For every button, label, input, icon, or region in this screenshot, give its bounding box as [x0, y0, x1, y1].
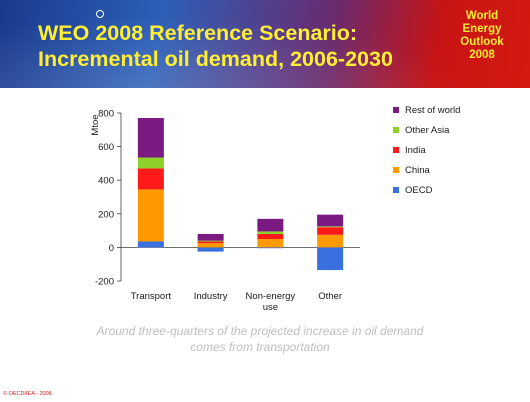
x-category-label: Transport [131, 291, 172, 302]
title-banner [0, 0, 530, 88]
iea-logo-icon [96, 10, 104, 18]
caption-line-2: comes from transportation [190, 340, 330, 354]
x-category-label: Non-energy [246, 291, 296, 302]
bar-segment [317, 227, 344, 235]
weo-logo-line-outlook: Outlook [460, 36, 504, 48]
bar-segment [197, 243, 224, 248]
bar-segment [197, 240, 224, 242]
slide-title: WEO 2008 Reference Scenario: Incremental… [38, 20, 393, 72]
y-tick-label: 400 [98, 176, 114, 187]
legend-label: Other Asia [405, 125, 450, 136]
x-category-label: Industry [194, 291, 228, 302]
y-axis-title: Mtoe [90, 114, 101, 135]
legend-swatch [393, 107, 399, 113]
title-line-2: Incremental oil demand, 2006-2030 [38, 47, 393, 71]
bar-segment [257, 231, 284, 234]
legend-label: India [405, 145, 426, 156]
bar-segment [317, 247, 344, 271]
legend-label: OECD [405, 185, 433, 196]
weo-logo-line-energy: Energy [462, 23, 502, 35]
y-tick-label: 600 [98, 142, 114, 153]
chart-caption: Around three-quarters of the projected i… [30, 323, 490, 355]
banner-shading [0, 0, 530, 88]
bar-segment [257, 233, 284, 239]
legend-swatch [393, 167, 399, 173]
legend-swatch [393, 187, 399, 193]
bar-segment [197, 247, 224, 252]
bar-segment [257, 239, 284, 248]
x-category-label: Other [318, 291, 342, 302]
bar-segment [137, 168, 164, 190]
bar-segment [137, 118, 164, 158]
y-tick-label: 0 [109, 243, 114, 254]
bar-segment [197, 241, 224, 244]
title-line-1: WEO 2008 Reference Scenario: [38, 21, 358, 45]
bar-segment [137, 157, 164, 169]
y-tick-label: 800 [98, 109, 114, 120]
y-tick-label: 200 [98, 209, 114, 220]
bar-segment [317, 226, 344, 228]
bar-segment [137, 189, 164, 242]
bar-segment [197, 233, 224, 241]
weo-logo-text: World Energy Outlook 2008 [440, 10, 524, 62]
bar-segment [317, 234, 344, 248]
weo-logo-line-world: World [465, 10, 499, 22]
copyright-footer: © OECD/IEA - 2008 [3, 391, 52, 397]
caption-line-1: Around three-quarters of the projected i… [96, 324, 424, 338]
y-tick-label: -200 [95, 277, 114, 288]
bar-segment [317, 214, 344, 227]
x-category-label: use [263, 302, 278, 313]
bar-segment [257, 218, 284, 232]
bar-segment [257, 247, 284, 249]
bar-segment [137, 241, 164, 248]
legend-swatch [393, 127, 399, 133]
weo-logo-line-year: 2008 [469, 49, 495, 61]
legend-label: China [405, 165, 431, 176]
legend-swatch [393, 147, 399, 153]
legend-label: Rest of world [405, 105, 460, 116]
